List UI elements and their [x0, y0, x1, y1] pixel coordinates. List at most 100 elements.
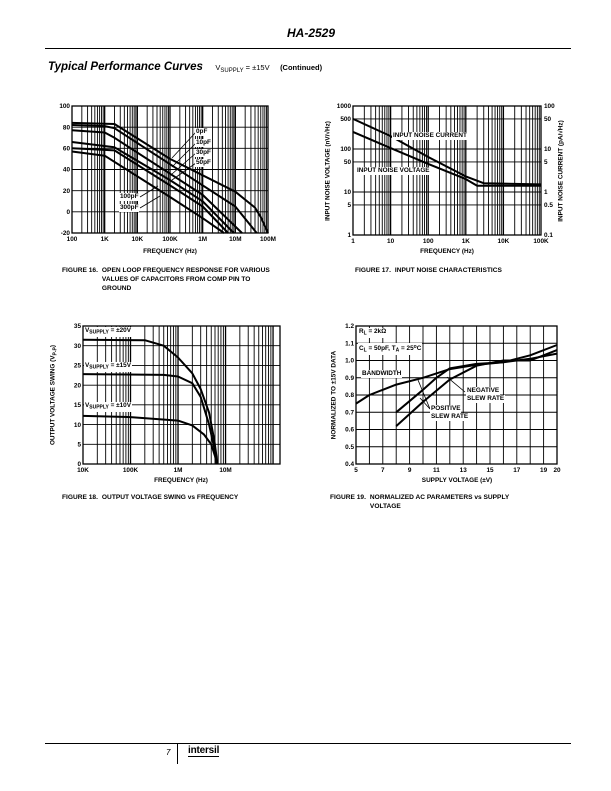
y-tick-label: 10 [74, 422, 82, 429]
y-tick-label: 0.9 [345, 375, 354, 382]
condition-cl-ta: CL = 50pF, TA = 25oC [358, 343, 423, 355]
x-tick-label: 10M [219, 467, 231, 474]
plot-frame [355, 325, 558, 465]
y-tick-label: 100 [59, 103, 70, 110]
annotation-leader-arrow [171, 152, 197, 175]
x-tick-label: 10K [498, 238, 510, 245]
series-line-300pf [71, 150, 225, 234]
series-line-vsupply-20v [82, 338, 219, 465]
x-tick-label: 10K [131, 236, 143, 243]
val: = 50pF, T [366, 345, 396, 352]
cond-sub: SUPPLY [220, 68, 244, 74]
ta-sub: A [395, 347, 400, 354]
val: = ±10V [108, 402, 131, 409]
series-line-0pf [71, 121, 269, 234]
x-tick-label: 20 [553, 467, 561, 474]
series-line-negative-slew-rate [395, 349, 558, 427]
label-negative: NEGATIVE [466, 387, 501, 395]
y-tick-label: 5 [77, 441, 81, 448]
annotation-leader-arrow [446, 376, 466, 393]
annotation-50pf: 50pF [195, 159, 212, 167]
cond-v: V [215, 63, 221, 72]
x-tick-label: 15 [486, 467, 494, 474]
plot-frame [82, 325, 281, 465]
y-tick-label: 0.4 [345, 461, 354, 468]
fig18-x-label: FREQUENCY (Hz) [154, 477, 208, 484]
x-tick-label: 1K [462, 238, 471, 245]
x-tick-label: 100 [423, 238, 434, 245]
y-tick-label: 0 [66, 209, 70, 216]
y-right-tick-label: 1 [544, 189, 548, 196]
sub: SUPPLY [89, 329, 109, 336]
deg: o [413, 344, 417, 350]
y-tick-label: 0.7 [345, 409, 354, 416]
series-line-100pf [71, 147, 229, 234]
page-number: 7 [166, 748, 171, 757]
plot-frame [352, 105, 542, 236]
intersil-logo: intersil [188, 745, 220, 757]
figure-17-caption: FIGURE 17. INPUT NOISE CHARACTERISTICS [355, 266, 595, 275]
fig-number: FIGURE 16. [62, 267, 98, 274]
y-tick-label: 100 [340, 146, 351, 153]
x-tick-label: 7 [381, 467, 385, 474]
x-tick-label: 17 [513, 467, 521, 474]
series-line-input-noise-current [352, 117, 542, 186]
x-tick-label: 13 [460, 467, 468, 474]
grid [83, 326, 280, 464]
val: = 2kΩ [366, 328, 387, 335]
y-tick-label: 10 [344, 189, 352, 196]
annotation-100pf: 100pF [119, 193, 140, 201]
y-tick-label: 40 [63, 167, 71, 174]
fig-caption: NORMALIZED AC PARAMETERS vs SUPPLY VOLTA… [369, 494, 510, 510]
part-number: HA-2529 [287, 26, 336, 40]
fig-caption: OUTPUT VOLTAGE SWING vs FREQUENCY [101, 494, 239, 501]
x-tick-label: 10K [77, 467, 89, 474]
fig18-y-label: OUTPUT VOLTAGE SWING (VP-P) [49, 345, 58, 445]
y-tick-label: 25 [74, 363, 82, 370]
v: V [85, 402, 90, 409]
series-line-50pf [71, 141, 235, 234]
y-right-tick-label: 5 [544, 159, 548, 166]
x-tick-label: 19 [540, 467, 548, 474]
fig19-y-label: NORMALIZED TO ±15V DATA [330, 350, 338, 440]
annotation-leader-arrow [417, 379, 431, 410]
ta-val: = 25 [399, 345, 414, 352]
annotation-300pf: 300pF [119, 204, 140, 212]
y-tick-label: 20 [74, 382, 82, 389]
y-tick-label: 1.1 [345, 340, 354, 347]
y-tick-label: 20 [63, 188, 71, 195]
y-tick-label: 50 [344, 159, 352, 166]
label-vsupply-20: VSUPPLY = ±20V [84, 327, 132, 337]
series-line-vsupply-15v [82, 373, 218, 465]
fig-caption: OPEN LOOP FREQUENCY RESPONSE FOR VARIOUS… [101, 267, 270, 292]
label-vsupply-10: VSUPPLY = ±10V [84, 402, 132, 412]
annotation-30pf: 30pF [195, 149, 212, 157]
x-tick-label: 1M [174, 467, 183, 474]
condition-rl: RL = 2kΩ [358, 328, 388, 338]
x-tick-label: 100K [162, 236, 178, 243]
annotation-leader-arrow [419, 397, 431, 410]
label-bandwidth: BANDWIDTH [361, 370, 403, 378]
chart-17: 1 10 100 1K 10K 100K 1 5 10 50 100 500 1000 0.1 0.5 1 5 1… [337, 103, 555, 245]
footer-rule [45, 743, 571, 744]
x-tick-label: 10M [229, 236, 241, 243]
series-line-input-noise-voltage [352, 130, 541, 187]
series-line-10pf [71, 124, 258, 234]
fig17-y-label-left: INPUT NOISE VOLTAGE (nV/√Hz) [324, 121, 332, 221]
x-tick-label: 5 [354, 467, 358, 474]
chart-16: 100 1K 10K 100K 1M 10M 100M -20 0 20 40 60 80 100 [59, 103, 276, 243]
footer-divider [177, 744, 178, 764]
v: V [85, 362, 90, 369]
annotation-leader-arrow [139, 185, 159, 198]
x-tick-label: 11 [433, 467, 440, 474]
sub: L [363, 330, 367, 337]
label-noise-voltage: INPUT NOISE VOLTAGE [356, 167, 431, 175]
ylabel-end: ) [49, 344, 57, 348]
annotation-0pf: 0pF [195, 128, 209, 136]
y-right-tick-label: 100 [544, 103, 555, 110]
section-heading: Typical Performance Curves VSUPPLY = ±15… [48, 57, 322, 75]
y-tick-label: 30 [74, 343, 82, 350]
y-tick-label: 0.5 [345, 444, 354, 451]
label-positive-slew: SLEW RATE [430, 413, 470, 421]
